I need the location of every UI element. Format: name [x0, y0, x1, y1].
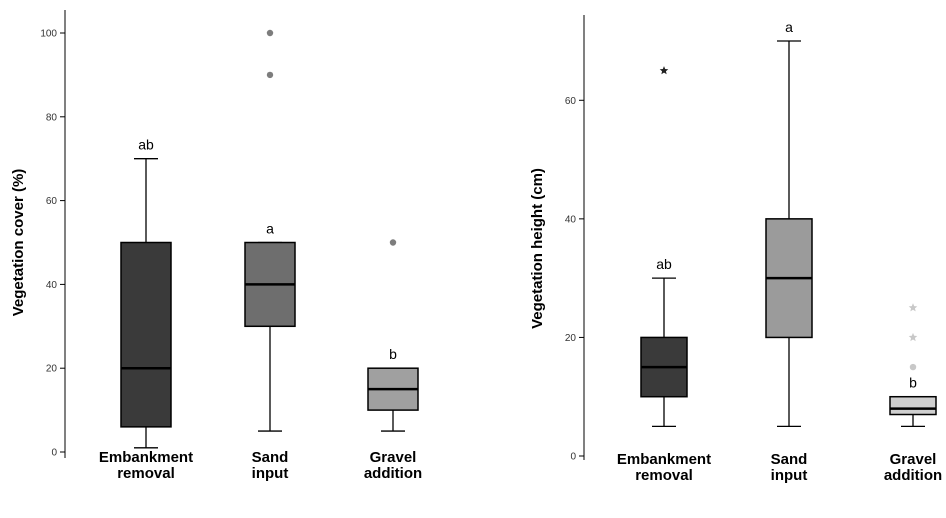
y-tick-label: 60 — [565, 96, 577, 107]
y-tick-label: 60 — [46, 196, 58, 207]
y-tick-label: 80 — [46, 112, 58, 123]
outlier-star — [908, 303, 918, 312]
box — [120, 241, 172, 428]
outlier-star — [908, 332, 918, 342]
y-tick-label: 40 — [46, 280, 58, 291]
y-tick-label: 0 — [570, 452, 576, 463]
outlier-point — [266, 71, 274, 79]
outlier-point — [909, 363, 917, 371]
y-tick-label: 20 — [46, 364, 58, 375]
significance-letter: ab — [138, 137, 154, 153]
category-label: Gravel — [370, 449, 417, 466]
category-label: Embankment — [617, 451, 711, 468]
significance-letter: b — [389, 346, 397, 362]
outlier-point — [266, 29, 274, 37]
box-group: b — [889, 303, 937, 428]
box-group: ab — [640, 66, 688, 428]
category-label: addition — [884, 467, 942, 484]
y-tick-label: 40 — [565, 214, 577, 225]
box-group: a — [765, 19, 813, 428]
y-tick-label: 0 — [51, 448, 57, 459]
box-group: b — [367, 239, 419, 432]
category-label: removal — [117, 465, 175, 482]
outlier-point — [389, 239, 397, 246]
significance-letter: a — [785, 19, 793, 35]
category-label: Embankment — [99, 449, 193, 466]
category-label: removal — [635, 467, 693, 484]
box — [889, 395, 937, 416]
y-tick-label: 100 — [40, 29, 57, 40]
y-axis-title: Vegetation cover (%) — [10, 169, 27, 317]
box-group: ab — [120, 137, 172, 449]
category-label: addition — [364, 465, 422, 482]
significance-letter: a — [266, 221, 274, 237]
significance-letter: ab — [656, 256, 672, 272]
category-label: input — [252, 465, 289, 482]
box-group: a — [244, 29, 296, 432]
category-label: Gravel — [890, 451, 937, 468]
outlier-star — [659, 66, 669, 75]
significance-letter: b — [909, 375, 917, 391]
category-label: input — [771, 467, 808, 484]
category-label: Sand — [252, 449, 289, 466]
y-tick-label: 20 — [565, 333, 577, 344]
category-label: Sand — [771, 451, 808, 468]
y-axis-title: Vegetation height (cm) — [529, 168, 546, 329]
